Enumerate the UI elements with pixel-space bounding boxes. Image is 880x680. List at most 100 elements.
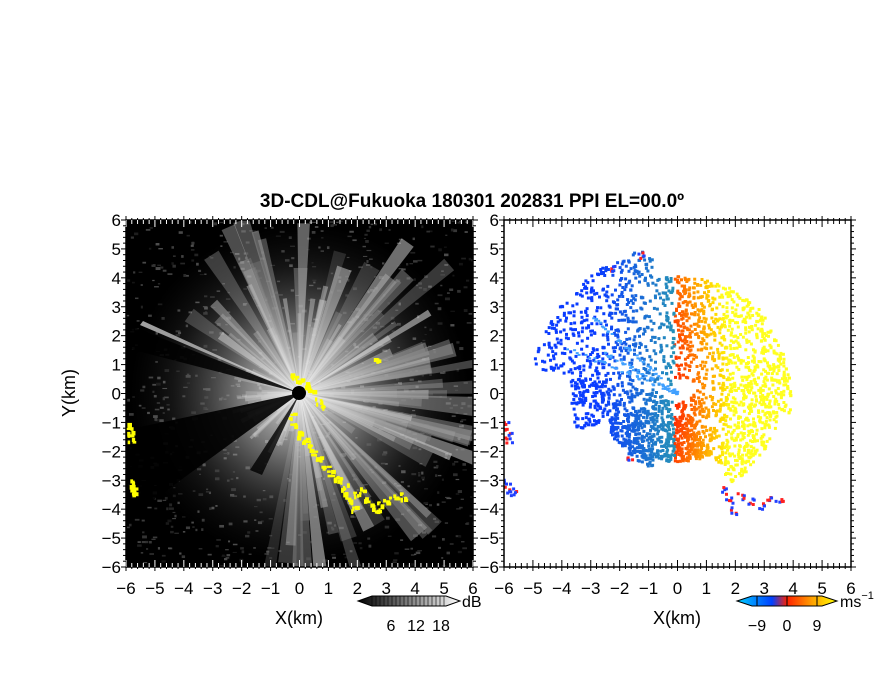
velocity-pixel [676, 425, 680, 428]
velocity-pixel [582, 319, 586, 323]
velocity-pixel [633, 298, 637, 302]
velocity-pixel [698, 409, 702, 413]
velocity-pixel [708, 304, 712, 308]
velocity-pixel [742, 432, 746, 435]
velocity-pixel [682, 313, 686, 317]
noise-speck [181, 255, 184, 258]
velocity-pixel [752, 438, 756, 441]
velocity-pixel [705, 448, 709, 452]
velocity-pixel [646, 464, 650, 468]
velocity-pixel [722, 401, 726, 405]
strong-echo-pixel [352, 507, 355, 511]
velocity-pixel [750, 449, 754, 453]
velocity-pixel [652, 384, 656, 387]
velocity-pixel [654, 403, 658, 407]
velocity-pixel [689, 360, 693, 364]
velocity-pixel [585, 344, 589, 348]
velocity-pixel [665, 403, 669, 407]
velocity-pixel [733, 408, 737, 412]
velocity-pixel [691, 353, 695, 357]
velocity-pixel [670, 346, 674, 350]
velocity-pixel [619, 429, 623, 433]
velocity-pixel [657, 405, 661, 408]
velocity-pixel [677, 453, 681, 456]
velocity-pixel [648, 456, 652, 460]
velocity-pixel [768, 437, 772, 441]
velocity-pixel [589, 290, 593, 294]
noise-speck [398, 238, 403, 241]
velocity-pixel [696, 313, 700, 317]
velocity-pixel [659, 325, 662, 329]
velocity-pixel [720, 450, 724, 454]
velocity-pixel [562, 311, 566, 315]
velocity-pixel [628, 378, 632, 382]
velocity-pixel [724, 419, 728, 423]
velocity-pixel [605, 333, 609, 337]
noise-speck [426, 230, 430, 233]
noise-speck [154, 286, 159, 288]
velocity-pixel [642, 447, 646, 450]
velocity-pixel [678, 373, 682, 377]
velocity-pixel [656, 453, 660, 457]
velocity-pixel [763, 426, 767, 430]
velocity-pixel [734, 458, 737, 462]
velocity-pixel [702, 409, 706, 413]
velocity-pixel [651, 281, 655, 285]
velocity-pixel [668, 321, 672, 325]
velocity-pixel [776, 343, 780, 347]
velocity-pixel [750, 398, 754, 402]
velocity-pixel [618, 393, 622, 397]
strong-echo-pixel [319, 399, 323, 402]
velocity-pixel [762, 444, 766, 448]
velocity-pixel [646, 412, 649, 416]
noise-speck [412, 237, 415, 241]
velocity-pixel [577, 377, 581, 381]
velocity-pixel [677, 372, 681, 376]
velocity-pixel [586, 336, 590, 340]
velocity-pixel [597, 273, 600, 277]
velocity-pixel [553, 366, 557, 370]
velocity-pixel [666, 425, 670, 429]
velocity-pixel [728, 407, 732, 411]
strong-echo-pixel [314, 450, 319, 453]
velocity-pixel [751, 354, 755, 358]
velocity-pixel [623, 363, 627, 366]
velocity-pixel [594, 422, 598, 426]
noise-speck [454, 461, 459, 463]
velocity-pixel [675, 391, 679, 394]
velocity-pixel [700, 331, 704, 334]
velocity-pixel [669, 416, 673, 420]
velocity-pixel [697, 432, 701, 436]
velocity-pixel [713, 426, 716, 430]
velocity-pixel [661, 302, 665, 306]
velocity-pixel [731, 290, 735, 294]
velocity-clutter-pixel [505, 441, 509, 445]
velocity-pixel [716, 289, 720, 293]
noise-speck [146, 547, 149, 550]
velocity-clutter-pixel [730, 511, 734, 515]
velocity-pixel [602, 409, 606, 413]
velocity-pixel [689, 335, 692, 339]
velocity-pixel [630, 366, 634, 369]
velocity-pixel [753, 377, 757, 381]
velocity-pixel [749, 388, 753, 392]
velocity-pixel [616, 382, 620, 386]
velocity-pixel [660, 409, 664, 413]
velocity-pixel [609, 354, 613, 357]
velocity-pixel [634, 410, 637, 414]
velocity-pixel [684, 291, 688, 295]
noise-speck [149, 553, 155, 555]
velocity-pixel [590, 299, 594, 303]
velocity-pixel [692, 296, 696, 300]
velocity-pixel [746, 362, 750, 365]
velocity-pixel [780, 393, 783, 397]
strong-echo-pixel [339, 477, 343, 481]
velocity-pixel [659, 395, 662, 399]
velocity-pixel [608, 311, 612, 315]
velocity-pixel [725, 471, 728, 475]
velocity-pixel [753, 422, 757, 426]
velocity-pixel [724, 432, 728, 436]
velocity-clutter-pixel [742, 494, 746, 498]
velocity-pixel [707, 323, 711, 327]
velocity-pixel [626, 351, 630, 355]
